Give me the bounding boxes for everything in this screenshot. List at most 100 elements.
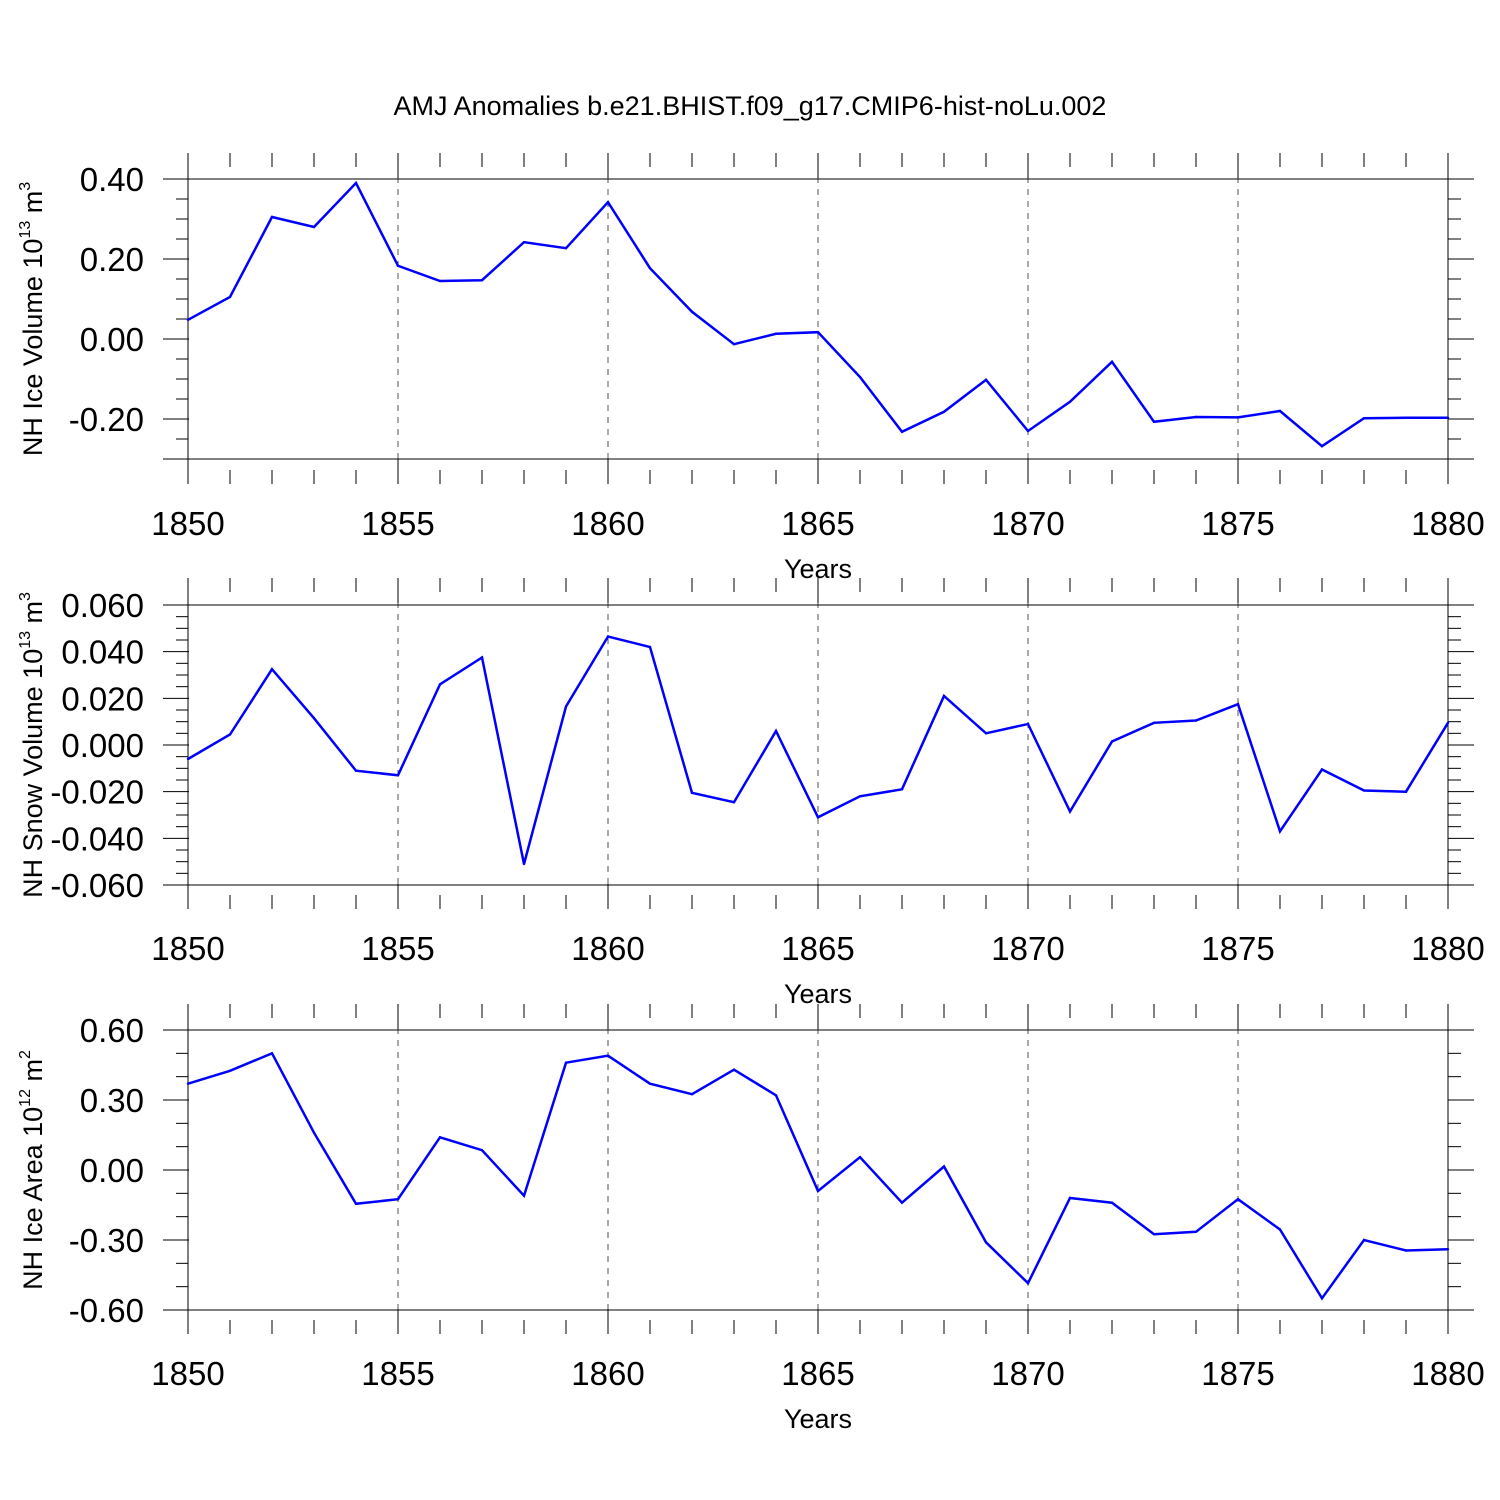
y-axis-label-part-2: m bbox=[18, 601, 48, 631]
data-point-1868 bbox=[942, 410, 946, 413]
x-tick-label-1875: 1875 bbox=[1201, 505, 1274, 542]
y-tick-label-2: 0.00 bbox=[80, 1152, 144, 1189]
data-point-1855 bbox=[396, 774, 400, 777]
x-tick-label-1870: 1870 bbox=[991, 505, 1064, 542]
data-point-1856 bbox=[438, 683, 442, 686]
data-point-1854 bbox=[354, 181, 358, 185]
data-point-1851 bbox=[228, 1069, 232, 1073]
data-point-1852 bbox=[270, 215, 274, 219]
data-point-1865 bbox=[816, 816, 820, 819]
data-point-1853 bbox=[312, 717, 316, 720]
y-tick-label-6: -0.060 bbox=[50, 867, 144, 904]
x-tick-label-1880: 1880 bbox=[1411, 1355, 1484, 1392]
y-axis-label-part-0: NH Snow Volume 10 bbox=[18, 649, 48, 898]
data-point-1865 bbox=[816, 1189, 820, 1193]
data-point-1873 bbox=[1152, 721, 1156, 724]
x-tick-label-1850: 1850 bbox=[151, 930, 224, 967]
data-point-1872 bbox=[1110, 1201, 1114, 1204]
data-point-1879 bbox=[1404, 790, 1408, 793]
data-point-1874 bbox=[1194, 719, 1198, 722]
data-point-1859 bbox=[564, 705, 568, 708]
data-point-1855 bbox=[396, 1198, 400, 1201]
x-tick-label-1855: 1855 bbox=[361, 1355, 434, 1392]
y-axis-label: NH Snow Volume 1013 m3 bbox=[17, 592, 48, 898]
data-point-1876 bbox=[1278, 1228, 1282, 1231]
y-tick-label-2: 0.00 bbox=[80, 321, 144, 358]
data-point-1860 bbox=[606, 1054, 610, 1057]
data-point-1870 bbox=[1026, 429, 1030, 433]
y-tick-label-4: -0.60 bbox=[69, 1292, 144, 1329]
data-point-1850 bbox=[186, 1082, 190, 1085]
data-point-1863 bbox=[732, 1068, 736, 1071]
data-point-1859 bbox=[564, 247, 568, 250]
x-tick-label-1880: 1880 bbox=[1411, 505, 1484, 542]
data-point-1857 bbox=[480, 1149, 484, 1152]
data-point-1867 bbox=[900, 1201, 904, 1204]
y-axis-label-part-0: NH Ice Volume 10 bbox=[18, 239, 48, 457]
data-point-1872 bbox=[1110, 360, 1114, 363]
data-point-1877 bbox=[1320, 445, 1324, 448]
panel-1: 1850 1855 1860 1865 1870 1875 1880 0.40 0.20 0.00… bbox=[17, 153, 1485, 584]
y-tick-label-3: -0.30 bbox=[69, 1222, 144, 1259]
y-tick-label-1: 0.040 bbox=[61, 634, 144, 671]
data-point-1850 bbox=[186, 318, 190, 321]
data-point-1857 bbox=[480, 279, 484, 282]
data-point-1869 bbox=[984, 732, 988, 735]
data-point-1863 bbox=[732, 801, 736, 804]
data-point-1873 bbox=[1152, 420, 1156, 423]
data-point-1861 bbox=[648, 1082, 652, 1085]
data-point-1862 bbox=[690, 1093, 694, 1096]
data-point-1875 bbox=[1236, 416, 1240, 419]
data-point-1867 bbox=[900, 430, 904, 433]
data-point-1866 bbox=[858, 375, 862, 379]
data-point-1878 bbox=[1362, 1238, 1366, 1242]
data-point-1878 bbox=[1362, 789, 1366, 792]
data-point-1871 bbox=[1068, 400, 1072, 403]
data-point-1872 bbox=[1110, 740, 1114, 743]
data-point-1867 bbox=[900, 788, 904, 791]
y-tick-label-3: -0.20 bbox=[69, 401, 144, 438]
data-point-1865 bbox=[816, 331, 820, 334]
data-point-1866 bbox=[858, 1156, 862, 1159]
data-point-1851 bbox=[228, 733, 232, 736]
data-point-1857 bbox=[480, 656, 484, 659]
y-axis-label-part-3: 3 bbox=[17, 182, 34, 191]
y-tick-label-1: 0.30 bbox=[80, 1082, 144, 1119]
data-point-1851 bbox=[228, 295, 232, 299]
data-point-1868 bbox=[942, 694, 946, 698]
x-tick-label-1865: 1865 bbox=[781, 1355, 854, 1392]
data-point-1852 bbox=[270, 668, 274, 671]
data-point-1870 bbox=[1026, 1282, 1030, 1285]
data-point-1853 bbox=[312, 225, 316, 229]
data-point-1861 bbox=[648, 645, 652, 649]
y-axis-label-part-3: 2 bbox=[17, 1050, 34, 1059]
data-point-1879 bbox=[1404, 416, 1408, 419]
y-tick-label-5: -0.040 bbox=[50, 820, 144, 857]
y-axis-label-part-1: 13 bbox=[17, 221, 34, 239]
chart-title: AMJ Anomalies b.e21.BHIST.f09_g17.CMIP6-… bbox=[394, 91, 1107, 121]
data-point-1866 bbox=[858, 795, 862, 798]
data-point-1860 bbox=[606, 635, 610, 638]
data-point-1858 bbox=[522, 1194, 526, 1197]
x-tick-label-1850: 1850 bbox=[151, 505, 224, 542]
data-point-1861 bbox=[648, 267, 652, 270]
x-tick-label-1875: 1875 bbox=[1201, 1355, 1274, 1392]
data-point-1871 bbox=[1068, 1196, 1072, 1200]
data-point-1860 bbox=[606, 201, 610, 204]
data-point-1856 bbox=[438, 1136, 442, 1139]
y-tick-label-3: 0.000 bbox=[61, 727, 144, 764]
data-point-1876 bbox=[1278, 830, 1282, 833]
x-tick-label-1880: 1880 bbox=[1411, 930, 1484, 967]
data-point-1874 bbox=[1194, 415, 1198, 419]
data-point-1874 bbox=[1194, 1230, 1198, 1234]
data-point-1854 bbox=[354, 769, 358, 772]
x-tick-label-1860: 1860 bbox=[571, 930, 644, 967]
data-point-1875 bbox=[1236, 703, 1240, 706]
data-point-1859 bbox=[564, 1061, 568, 1064]
data-point-1858 bbox=[522, 862, 526, 866]
y-tick-label-0: 0.60 bbox=[80, 1012, 144, 1049]
y-axis-label-part-1: 12 bbox=[17, 1089, 34, 1107]
data-point-1868 bbox=[942, 1165, 946, 1168]
data-point-1875 bbox=[1236, 1198, 1240, 1201]
x-tick-label-1870: 1870 bbox=[991, 930, 1064, 967]
